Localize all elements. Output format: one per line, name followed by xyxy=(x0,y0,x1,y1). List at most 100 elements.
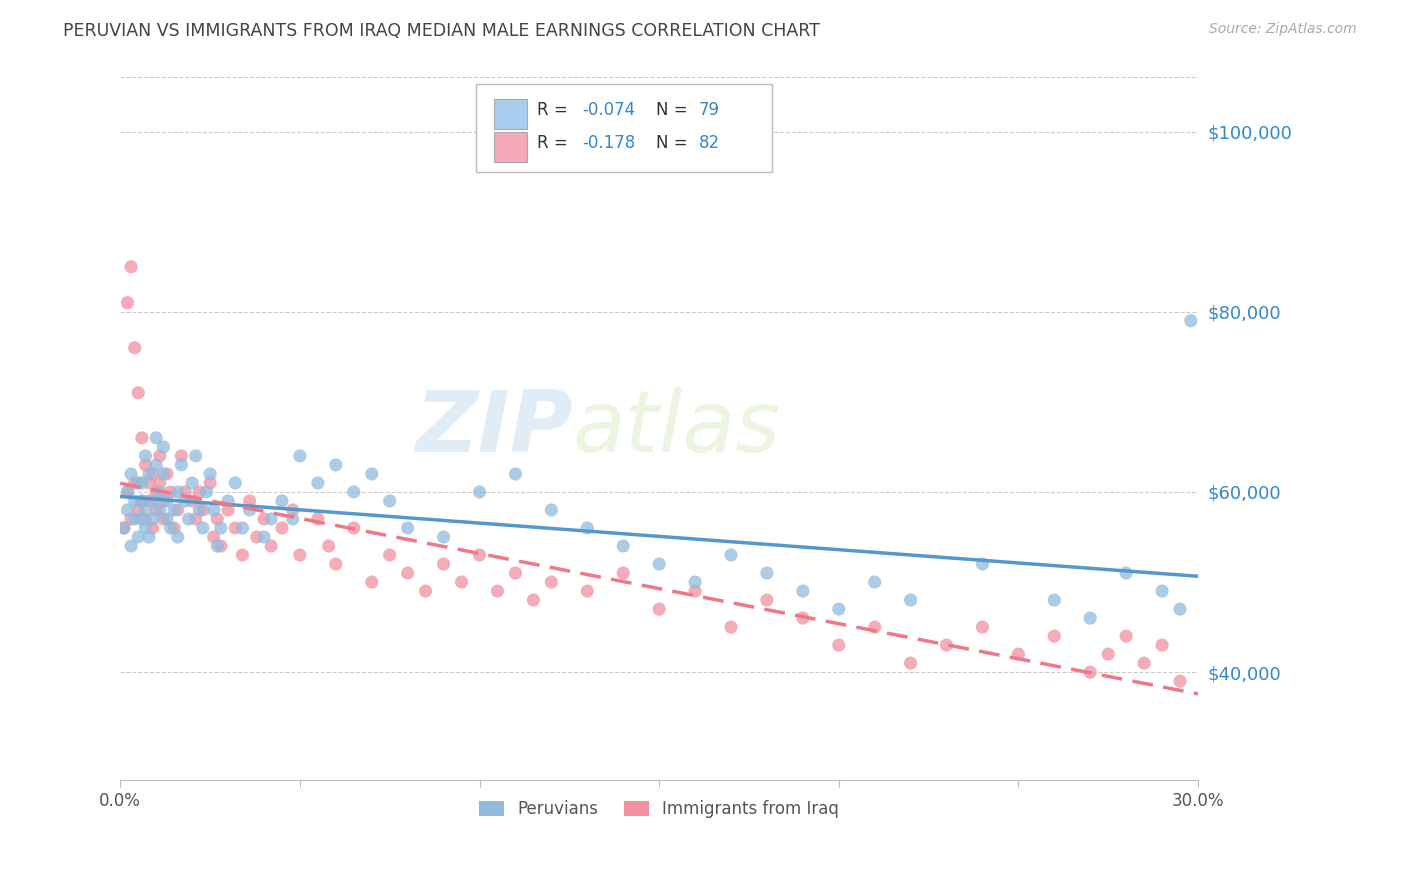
Legend: Peruvians, Immigrants from Iraq: Peruvians, Immigrants from Iraq xyxy=(472,793,845,825)
Point xyxy=(209,539,232,553)
Point xyxy=(152,440,174,454)
Point xyxy=(159,521,181,535)
Point xyxy=(828,638,851,652)
Point xyxy=(138,494,160,508)
Point xyxy=(117,485,139,500)
Point xyxy=(576,584,599,599)
Point xyxy=(145,485,167,500)
Point xyxy=(246,530,269,544)
Point xyxy=(863,575,886,590)
Point xyxy=(145,503,167,517)
Point xyxy=(343,521,366,535)
Point xyxy=(720,620,742,634)
Point xyxy=(112,521,135,535)
Point xyxy=(281,512,304,526)
Point xyxy=(124,512,146,526)
Point xyxy=(900,656,922,670)
Point xyxy=(1168,602,1191,616)
Point xyxy=(239,494,262,508)
Point xyxy=(224,521,246,535)
Point xyxy=(131,494,153,508)
Point xyxy=(117,485,139,500)
Point xyxy=(253,530,276,544)
Point xyxy=(138,530,160,544)
Point xyxy=(307,475,329,490)
Point xyxy=(231,521,253,535)
Point xyxy=(683,575,706,590)
Text: atlas: atlas xyxy=(572,387,780,470)
Point xyxy=(224,475,246,490)
Point xyxy=(325,557,347,571)
Point xyxy=(433,530,456,544)
Point xyxy=(184,512,207,526)
Point xyxy=(149,475,172,490)
Point xyxy=(288,449,311,463)
Text: N =: N = xyxy=(657,134,693,152)
Point xyxy=(207,512,229,526)
Point xyxy=(755,566,778,580)
Point xyxy=(174,485,197,500)
Point xyxy=(181,494,204,508)
Text: ZIP: ZIP xyxy=(415,387,572,470)
Point xyxy=(131,512,153,526)
Point xyxy=(149,449,172,463)
Point xyxy=(131,431,153,445)
Point xyxy=(127,385,149,400)
Point xyxy=(191,503,214,517)
Point xyxy=(131,494,153,508)
Point xyxy=(540,503,562,517)
Point xyxy=(217,503,239,517)
Point xyxy=(163,521,186,535)
Point xyxy=(188,485,211,500)
Point xyxy=(124,494,146,508)
Point xyxy=(120,260,142,274)
Point xyxy=(522,593,544,607)
Point xyxy=(1043,629,1066,643)
Point xyxy=(288,548,311,562)
Point xyxy=(505,566,527,580)
Point xyxy=(142,467,165,481)
Point xyxy=(127,530,149,544)
Bar xyxy=(495,99,527,128)
Point xyxy=(260,512,283,526)
Text: Source: ZipAtlas.com: Source: ZipAtlas.com xyxy=(1209,22,1357,37)
Point xyxy=(156,494,179,508)
Point xyxy=(152,467,174,481)
Point xyxy=(863,620,886,634)
Point xyxy=(177,512,200,526)
Point xyxy=(318,539,340,553)
Point xyxy=(612,539,634,553)
Point xyxy=(138,467,160,481)
Point xyxy=(195,485,218,500)
Point xyxy=(935,638,957,652)
Text: -0.074: -0.074 xyxy=(582,102,636,120)
Text: PERUVIAN VS IMMIGRANTS FROM IRAQ MEDIAN MALE EARNINGS CORRELATION CHART: PERUVIAN VS IMMIGRANTS FROM IRAQ MEDIAN … xyxy=(63,22,820,40)
Point xyxy=(142,494,165,508)
Point xyxy=(202,503,225,517)
Point xyxy=(792,611,814,625)
Point xyxy=(145,458,167,472)
Point xyxy=(1078,611,1101,625)
Point xyxy=(433,557,456,571)
Point xyxy=(149,485,172,500)
Text: 82: 82 xyxy=(699,134,720,152)
Text: -0.178: -0.178 xyxy=(582,134,636,152)
Point xyxy=(468,548,491,562)
Point xyxy=(134,521,156,535)
Point xyxy=(396,521,419,535)
Point xyxy=(900,593,922,607)
Point xyxy=(149,503,172,517)
Point xyxy=(131,475,153,490)
Point xyxy=(683,584,706,599)
Point xyxy=(184,449,207,463)
Point xyxy=(188,503,211,517)
Point xyxy=(378,494,401,508)
Point xyxy=(174,494,197,508)
Point xyxy=(360,575,382,590)
Point xyxy=(1180,314,1202,328)
Text: N =: N = xyxy=(657,102,693,120)
Point xyxy=(540,575,562,590)
Point xyxy=(378,548,401,562)
Point xyxy=(117,295,139,310)
Point xyxy=(191,521,214,535)
